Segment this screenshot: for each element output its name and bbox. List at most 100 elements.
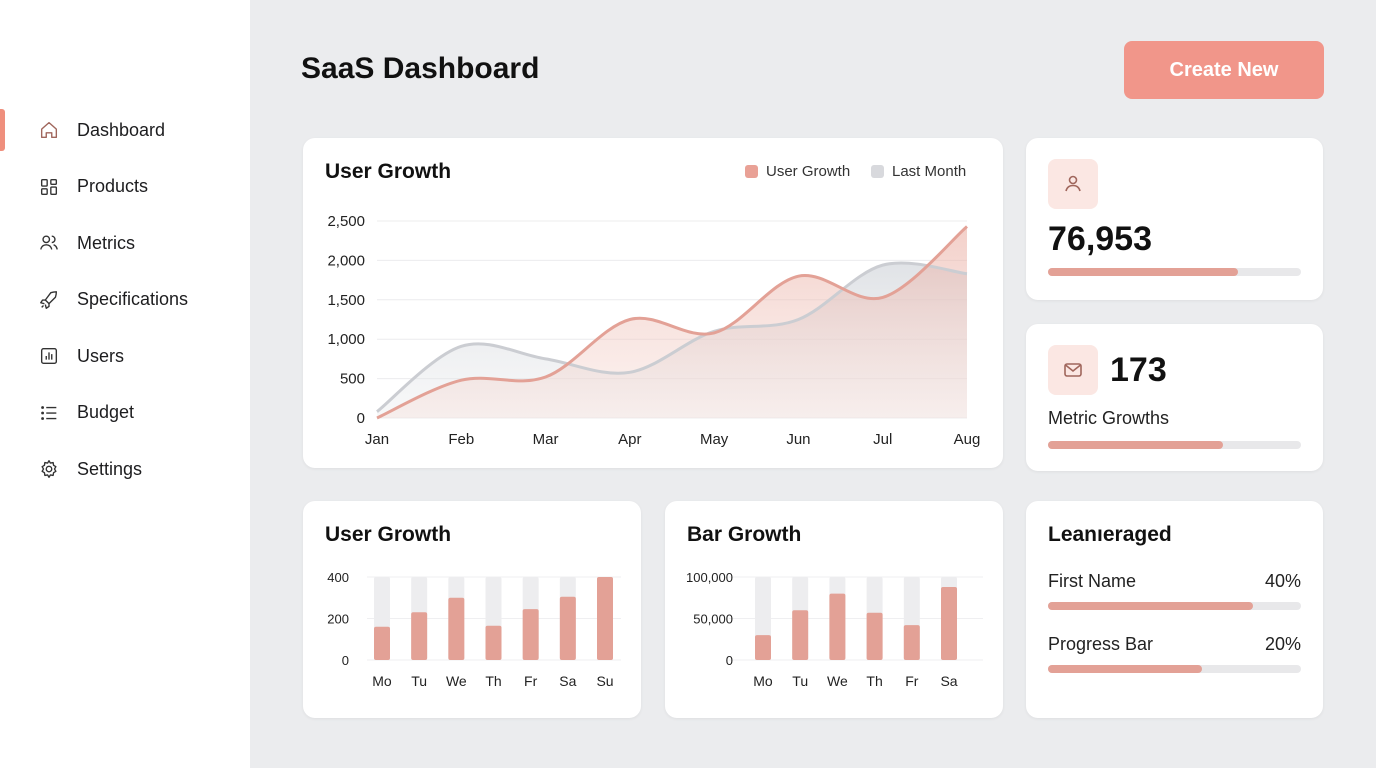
bar bbox=[374, 626, 390, 660]
sidebar-item-label: Users bbox=[77, 345, 125, 366]
x-tick-label: We bbox=[446, 673, 467, 689]
sidebar-item-label: Budget bbox=[77, 402, 135, 422]
y-tick-label: 2,000 bbox=[327, 252, 365, 269]
y-tick-label: 0 bbox=[726, 653, 733, 668]
sidebar: Dashboard Products Metrics Specifications Us… bbox=[0, 0, 250, 768]
home-icon bbox=[40, 121, 58, 139]
y-tick-label: 1,000 bbox=[327, 331, 365, 348]
row-label: Progress Bar bbox=[1048, 634, 1154, 654]
y-tick-label: 2,500 bbox=[327, 213, 365, 230]
area-user-growth bbox=[377, 226, 967, 418]
x-tick-label: Aug bbox=[954, 431, 981, 448]
x-tick-label: Jul bbox=[873, 431, 892, 448]
row-percent: 40% bbox=[1264, 571, 1301, 591]
y-tick-label: 1,500 bbox=[327, 292, 365, 309]
progress-fill bbox=[1048, 665, 1203, 673]
x-tick-label: Mo bbox=[753, 673, 773, 689]
progress-bar bbox=[1048, 602, 1301, 610]
y-tick-label: 500 bbox=[340, 371, 365, 388]
legend-item-last-month: Last Month bbox=[871, 163, 966, 180]
stat-value: 76,953 bbox=[1048, 220, 1152, 258]
card-title: Bar Growth bbox=[687, 523, 802, 546]
x-tick-label: Tu bbox=[411, 673, 427, 689]
user-growth-bar-card: User Growth 0 200 400 Mo Tu We Th Fr Sa Su bbox=[303, 501, 641, 718]
sidebar-item-label: Specifications bbox=[77, 289, 189, 309]
bar bbox=[597, 577, 613, 660]
x-tick-label: Tu bbox=[792, 673, 808, 689]
bar bbox=[792, 610, 809, 660]
user-icon bbox=[1048, 159, 1098, 209]
rocket-icon bbox=[40, 290, 58, 309]
x-tick-label: Jan bbox=[365, 431, 389, 448]
legend-label: User Growth bbox=[766, 163, 851, 180]
progress-bar bbox=[1048, 268, 1301, 276]
bar-growth-card: Bar Growth 0 50,000 100,000 Mo Tu We Th Fr Sa bbox=[665, 501, 1003, 718]
grid-icon bbox=[40, 178, 58, 195]
sidebar-item-metrics[interactable]: Metrics bbox=[0, 222, 250, 264]
row-percent: 20% bbox=[1264, 634, 1301, 654]
bar bbox=[559, 596, 576, 660]
users-stat-card: 76,953 bbox=[1026, 138, 1323, 300]
sidebar-item-settings[interactable]: Settings bbox=[0, 448, 250, 490]
x-tick-label: We bbox=[827, 673, 848, 689]
x-tick-label: Mar bbox=[533, 431, 559, 448]
legend-label: Last Month bbox=[892, 163, 967, 180]
line-last-month bbox=[376, 261, 968, 413]
bar-chart: 0 200 400 Mo Tu We Th Fr Sa Su bbox=[327, 570, 621, 689]
y-tick-label: 0 bbox=[357, 410, 365, 427]
progress-fill bbox=[1048, 268, 1238, 276]
sidebar-item-products[interactable]: Products bbox=[0, 166, 250, 208]
y-tick-label: 200 bbox=[327, 612, 349, 627]
sidebar-item-users[interactable]: Users bbox=[0, 335, 250, 377]
progress-fill bbox=[1048, 441, 1223, 449]
bar bbox=[829, 593, 846, 660]
x-tick-label: Sa bbox=[940, 673, 957, 689]
bar bbox=[941, 586, 957, 660]
row-label: First Name bbox=[1048, 571, 1137, 591]
user-growth-line-card: User Growth User Growth Last Month 0 500 1… bbox=[303, 138, 1003, 468]
legend-item-user-growth: User Growth bbox=[745, 163, 850, 180]
stat-value: 173 bbox=[1110, 351, 1167, 389]
bar-chart: 0 50,000 100,000 Mo Tu We Th Fr Sa bbox=[686, 570, 983, 689]
sidebar-item-dashboard[interactable]: Dashboard bbox=[0, 109, 250, 151]
stat-label: Metric Growths bbox=[1048, 408, 1170, 428]
card-title: User Growth bbox=[325, 160, 452, 183]
x-tick-label: Jun bbox=[786, 431, 810, 448]
card-title: User Growth bbox=[325, 523, 452, 546]
y-tick-label: 100,000 bbox=[686, 570, 733, 585]
sidebar-item-budget[interactable]: Budget bbox=[0, 392, 250, 434]
progress-bar bbox=[1048, 665, 1301, 673]
create-new-button[interactable]: Create New bbox=[1124, 41, 1324, 99]
bar bbox=[448, 597, 465, 660]
x-tick-label: Th bbox=[485, 673, 501, 689]
metric-stat-card: 173 Metric Growths bbox=[1026, 324, 1323, 471]
x-tick-label: Apr bbox=[618, 431, 641, 448]
x-tick-label: Th bbox=[866, 673, 882, 689]
mail-icon bbox=[1048, 345, 1098, 395]
x-tick-label: Fr bbox=[524, 673, 538, 689]
bar bbox=[485, 625, 502, 660]
bar bbox=[411, 612, 428, 660]
sidebar-item-label: Products bbox=[77, 176, 149, 196]
bar-chart-icon bbox=[40, 347, 58, 365]
progress-fill bbox=[1048, 602, 1253, 610]
list-icon bbox=[41, 405, 57, 420]
line-chart: 0 500 1,000 1,500 2,000 2,500 Jan Feb Mar Apr May J… bbox=[327, 213, 981, 448]
bar bbox=[903, 625, 920, 660]
y-tick-label: 400 bbox=[327, 570, 349, 585]
y-tick-label: 50,000 bbox=[693, 612, 733, 627]
page-title: SaaS Dashboard bbox=[301, 52, 540, 85]
sidebar-item-specifications[interactable]: Specifications bbox=[0, 279, 250, 321]
progress-bar bbox=[1048, 441, 1301, 449]
x-tick-label: May bbox=[700, 431, 729, 448]
sidebar-item-label: Metrics bbox=[77, 232, 135, 253]
x-tick-label: Sa bbox=[559, 673, 576, 689]
bar bbox=[522, 609, 539, 660]
line-user-growth bbox=[376, 225, 968, 420]
card-title: Leanıeraged bbox=[1048, 523, 1172, 546]
x-tick-label: Mo bbox=[372, 673, 392, 689]
x-tick-label: Su bbox=[596, 673, 613, 689]
sidebar-item-label: Settings bbox=[77, 458, 143, 479]
x-tick-label: Fr bbox=[905, 673, 919, 689]
users-icon bbox=[40, 235, 58, 250]
